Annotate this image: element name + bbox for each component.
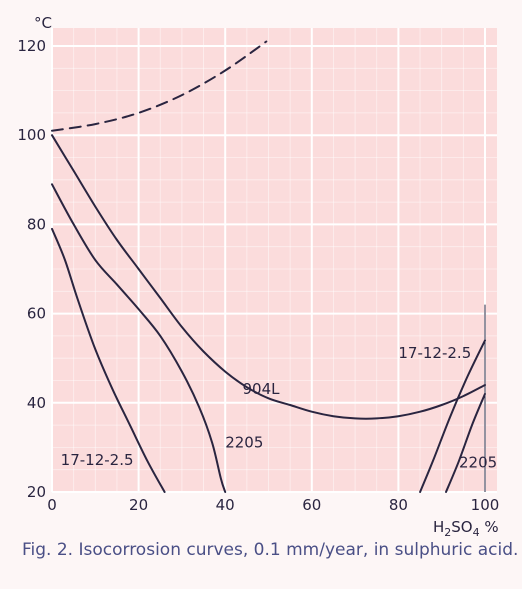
x-tick-label: 0: [47, 496, 57, 514]
figure-caption: Fig. 2. Isocorrosion curves, 0.1 mm/year…: [22, 540, 519, 560]
curve-0: [51, 40, 268, 132]
x-tick-label: 20: [129, 496, 148, 514]
y-tick-label: 20: [27, 483, 46, 501]
y-tick-label: 120: [17, 37, 46, 55]
x-tick-label: 80: [389, 496, 408, 514]
curve-1: [51, 134, 486, 420]
curve-label: 17-12-2.5: [61, 451, 134, 469]
curve-label: 17-12-2.5: [398, 344, 471, 362]
x-tick-label: 40: [216, 496, 235, 514]
x-axis-unit: H2SO4 %: [433, 518, 499, 539]
y-tick-label: 80: [27, 215, 46, 233]
curve-3: [51, 227, 166, 493]
plot-area: [52, 28, 497, 492]
y-tick-label: 40: [27, 394, 46, 412]
curve-label: 2205: [459, 453, 497, 471]
curve-label: 904L: [243, 380, 281, 398]
curve-5: [445, 392, 486, 493]
curve-2: [51, 183, 227, 493]
y-axis-unit: °C: [34, 14, 52, 32]
x-tick-label: 60: [302, 496, 321, 514]
y-tick-label: 100: [17, 126, 46, 144]
curve-4: [419, 339, 486, 493]
curve-label: 2205: [225, 433, 263, 451]
x-tick-label: 100: [471, 496, 500, 514]
y-tick-label: 60: [27, 305, 46, 323]
